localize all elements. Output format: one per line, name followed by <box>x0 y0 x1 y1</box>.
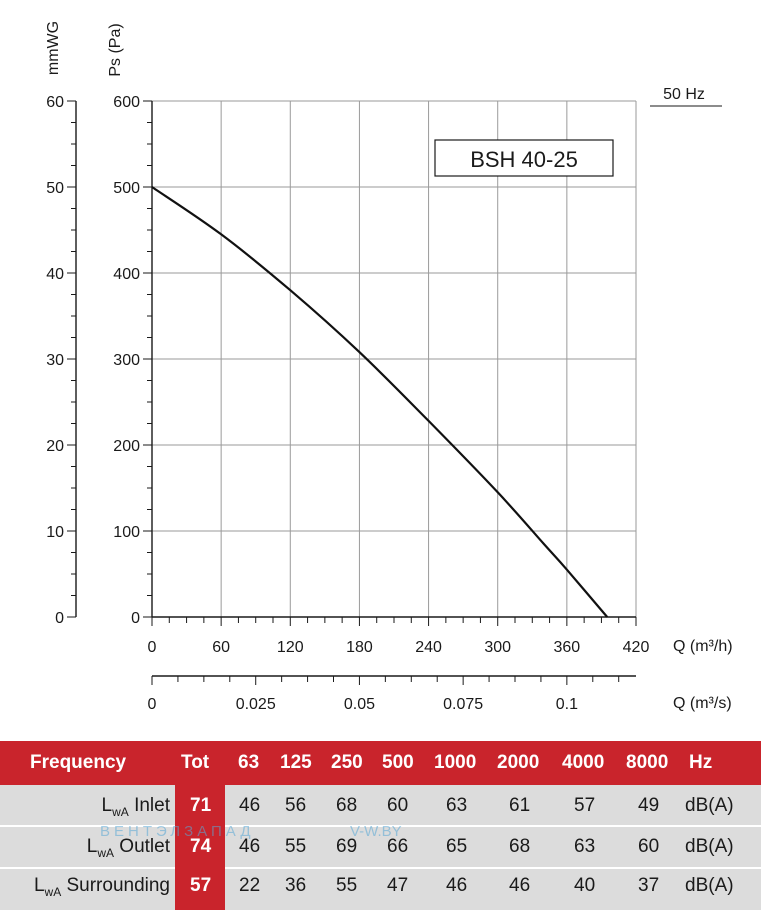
row-separator <box>0 825 761 827</box>
x2-tick-label: 0 <box>148 696 157 713</box>
table-cell: 55 <box>336 875 358 896</box>
left-tick-label: 20 <box>46 438 64 455</box>
table-cell: 65 <box>446 836 468 857</box>
y-axis-label: Ps (Pa) <box>107 23 124 76</box>
header-hz: Hz <box>689 752 713 773</box>
chart-title: BSH 40-25 <box>470 147 578 172</box>
table-cell: 68 <box>336 795 358 816</box>
watermark-site: V-W.BY <box>350 823 402 840</box>
x-tick-label: 180 <box>346 639 373 656</box>
header-2000: 2000 <box>497 752 540 773</box>
left-tick-label: 30 <box>46 352 64 369</box>
table-cell: 66 <box>387 836 409 857</box>
table-cell: 37 <box>638 875 660 896</box>
x2-tick-label: 0.1 <box>556 696 578 713</box>
table-cell: 69 <box>336 836 358 857</box>
table-cell: 56 <box>285 795 307 816</box>
header-tot: Tot <box>181 752 210 773</box>
table-cell: 57 <box>574 795 596 816</box>
y-tick-label: 100 <box>113 524 140 541</box>
x-axis-label: Q (m³/h) <box>673 638 733 655</box>
table-cell: 63 <box>446 795 468 816</box>
header-63: 63 <box>238 752 260 773</box>
row-label: LwA Outlet <box>86 836 170 860</box>
x-tick-label: 420 <box>623 639 650 656</box>
y-tick-label: 500 <box>113 180 140 197</box>
frequency-label: 50 Hz <box>663 86 705 103</box>
left-tick-label: 50 <box>46 180 64 197</box>
y-tick-label: 400 <box>113 266 140 283</box>
table-header: Frequency Tot 63 125 250 500 1000 2000 4… <box>0 741 761 785</box>
fan-curve-chart: BSH 40-25 50 Hz 010020030040050060001020… <box>45 21 733 713</box>
table-cell: 55 <box>285 836 307 857</box>
header-1000: 1000 <box>434 752 477 773</box>
y-tick-label: 200 <box>113 438 140 455</box>
table-cell: 49 <box>638 795 660 816</box>
left-tick-label: 10 <box>46 524 64 541</box>
x-tick-label: 240 <box>415 639 442 656</box>
header-8000: 8000 <box>626 752 669 773</box>
x2-tick-label: 0.075 <box>443 696 483 713</box>
row-separator <box>0 867 761 869</box>
x-tick-label: 300 <box>484 639 511 656</box>
x2-tick-label: 0.025 <box>236 696 276 713</box>
table-cell: 60 <box>638 836 660 857</box>
left-tick-label: 40 <box>46 266 64 283</box>
table-cell: 46 <box>446 875 468 896</box>
table-cell: 46 <box>509 875 531 896</box>
unit-cell: dB(A) <box>685 836 734 857</box>
unit-cell: dB(A) <box>685 795 734 816</box>
table-cell: 63 <box>574 836 596 857</box>
header-4000: 4000 <box>562 752 605 773</box>
axes <box>67 100 637 685</box>
header-125: 125 <box>280 752 312 773</box>
grid-lines <box>151 100 637 618</box>
tot-value: 57 <box>190 875 212 896</box>
tot-value: 71 <box>190 795 212 816</box>
tot-value: 74 <box>190 836 212 857</box>
header-250: 250 <box>331 752 363 773</box>
y-tick-label: 600 <box>113 94 140 111</box>
watermark-brand: ВЕНТЭЛЗАПАД <box>100 823 255 840</box>
table-cell: 46 <box>239 795 261 816</box>
left-axis-label: mmWG <box>45 21 62 75</box>
x-tick-label: 120 <box>277 639 304 656</box>
row-label: LwA Inlet <box>101 795 170 819</box>
x-tick-label: 60 <box>212 639 230 656</box>
table-cell: 22 <box>239 875 261 896</box>
sound-power-table: Frequency Tot 63 125 250 500 1000 2000 4… <box>0 741 761 910</box>
y-tick-label: 0 <box>131 610 140 627</box>
x-tick-label: 0 <box>148 639 157 656</box>
row-label: LwA Surrounding <box>33 875 170 899</box>
table-cell: 36 <box>285 875 307 896</box>
left-tick-label: 60 <box>46 94 64 111</box>
tot-column <box>175 785 225 910</box>
table-cell: 68 <box>509 836 531 857</box>
header-frequency: Frequency <box>30 752 127 773</box>
header-500: 500 <box>382 752 414 773</box>
model-label-box <box>434 139 614 177</box>
left-tick-label: 0 <box>55 610 64 627</box>
table-body <box>0 785 761 910</box>
table-cell: 40 <box>574 875 596 896</box>
x2-axis-label: Q (m³/s) <box>673 695 732 712</box>
table-cell: 47 <box>387 875 409 896</box>
x2-tick-label: 0.05 <box>344 696 375 713</box>
x-tick-label: 360 <box>554 639 581 656</box>
table-cell: 46 <box>239 836 261 857</box>
y-tick-label: 300 <box>113 352 140 369</box>
fan-curve-line <box>151 186 609 618</box>
table-cell: 60 <box>387 795 409 816</box>
table-cell: 61 <box>509 795 531 816</box>
unit-cell: dB(A) <box>685 875 734 896</box>
